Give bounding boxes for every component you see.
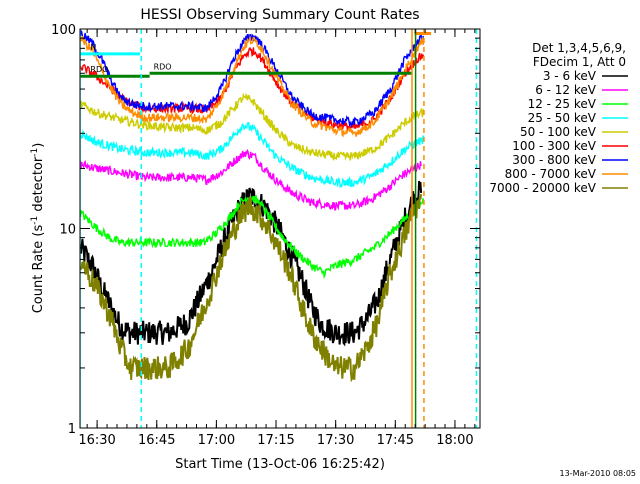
legend-label-4: 50 - 100 keV <box>520 125 597 139</box>
y-tick-label-0: 1 <box>68 422 76 437</box>
y-axis-label-part-4: ) <box>31 143 46 148</box>
series-line-8 <box>80 193 423 383</box>
series-line-1 <box>80 148 422 211</box>
series-line-0 <box>80 180 423 347</box>
flag-label-1: RDO <box>90 65 108 74</box>
y-axis-label-part-0: Count Rate (s <box>31 225 46 314</box>
x-tick-label-0: 16:30 <box>78 433 115 448</box>
x-tick-label-3: 17:15 <box>257 433 294 448</box>
series-line-2 <box>80 194 425 280</box>
legend-label-6: 300 - 800 keV <box>512 153 596 167</box>
y-axis-label: Count Rate (s-1 detector-1) <box>30 143 46 314</box>
legend-label-3: 25 - 50 keV <box>528 111 597 125</box>
series-line-3 <box>80 122 425 189</box>
legend: Det 1,3,4,5,6,9,FDecim 1, Att 03 - 6 keV… <box>489 41 628 195</box>
y-axis-label-part-3: -1 <box>30 148 40 157</box>
legend-label-7: 800 - 7000 keV <box>505 167 597 181</box>
legend-header-0: Det 1,3,4,5,6,9, <box>532 41 626 55</box>
x-tick-label-1: 16:45 <box>138 433 175 448</box>
legend-label-5: 100 - 300 keV <box>512 139 596 153</box>
x-tick-label-4: 17:30 <box>317 433 354 448</box>
x-tick-label-6: 18:00 <box>436 433 473 448</box>
chart-title: HESSI Observing Summary Count Rates <box>140 7 419 23</box>
plot-area: N RDO RDO SAA <box>80 22 478 428</box>
series-line-6 <box>80 29 425 129</box>
y-axis-label-part-1: -1 <box>30 216 40 225</box>
x-tick-label-2: 17:00 <box>198 433 235 448</box>
footer-date: 13-Mar-2010 08:05 <box>560 469 637 478</box>
legend-label-1: 6 - 12 keV <box>535 83 597 97</box>
y-axis-label-part-2: detector <box>31 156 46 216</box>
flag-label-0: N <box>90 43 96 52</box>
x-tick-label-5: 17:45 <box>377 433 414 448</box>
legend-header-1: FDecim 1, Att 0 <box>533 55 626 69</box>
y-tick-label-1: 10 <box>59 223 76 238</box>
y-tick-label-2: 100 <box>51 23 76 38</box>
flag-label-3: SAA <box>400 22 417 31</box>
x-axis-label: Start Time (13-Oct-06 16:25:42) <box>175 457 385 472</box>
legend-label-0: 3 - 6 keV <box>543 69 597 83</box>
flag-label-2: RDO <box>154 62 172 71</box>
legend-label-8: 7000 - 20000 keV <box>489 181 596 195</box>
legend-label-2: 12 - 25 keV <box>528 97 597 111</box>
axes: 16:30 16:45 17:00 17:15 17:30 17:45 18:00 1 10 10… <box>51 23 481 448</box>
series-line-7 <box>80 35 425 138</box>
series-line-4 <box>80 92 425 161</box>
